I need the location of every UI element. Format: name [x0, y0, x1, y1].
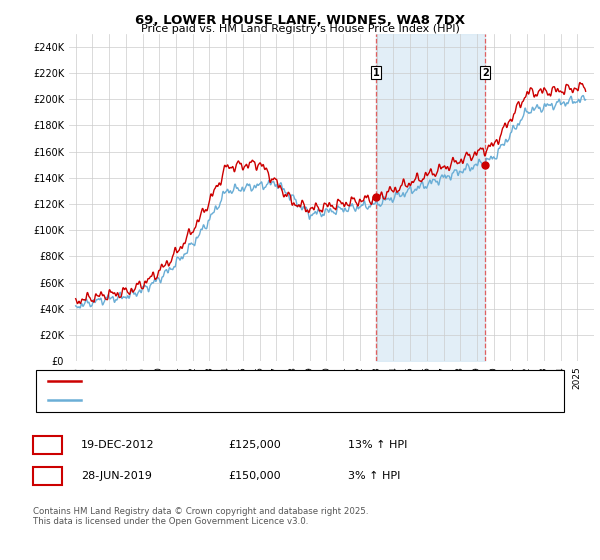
- Text: HPI: Average price, semi-detached house, Halton: HPI: Average price, semi-detached house,…: [87, 395, 327, 405]
- Text: 13% ↑ HPI: 13% ↑ HPI: [348, 440, 407, 450]
- Text: 28-JUN-2019: 28-JUN-2019: [81, 471, 152, 481]
- Text: 2: 2: [482, 68, 488, 78]
- Text: 1: 1: [43, 438, 52, 452]
- Text: 19-DEC-2012: 19-DEC-2012: [81, 440, 155, 450]
- Text: £150,000: £150,000: [228, 471, 281, 481]
- Text: Contains HM Land Registry data © Crown copyright and database right 2025.
This d: Contains HM Land Registry data © Crown c…: [33, 507, 368, 526]
- Text: 69, LOWER HOUSE LANE, WIDNES, WA8 7DX: 69, LOWER HOUSE LANE, WIDNES, WA8 7DX: [135, 14, 465, 27]
- Text: 69, LOWER HOUSE LANE, WIDNES, WA8 7DX (semi-detached house): 69, LOWER HOUSE LANE, WIDNES, WA8 7DX (s…: [87, 376, 421, 386]
- Text: £125,000: £125,000: [228, 440, 281, 450]
- Text: 2: 2: [43, 469, 52, 483]
- Text: Price paid vs. HM Land Registry's House Price Index (HPI): Price paid vs. HM Land Registry's House …: [140, 24, 460, 34]
- Text: 3% ↑ HPI: 3% ↑ HPI: [348, 471, 400, 481]
- Text: 1: 1: [373, 68, 380, 78]
